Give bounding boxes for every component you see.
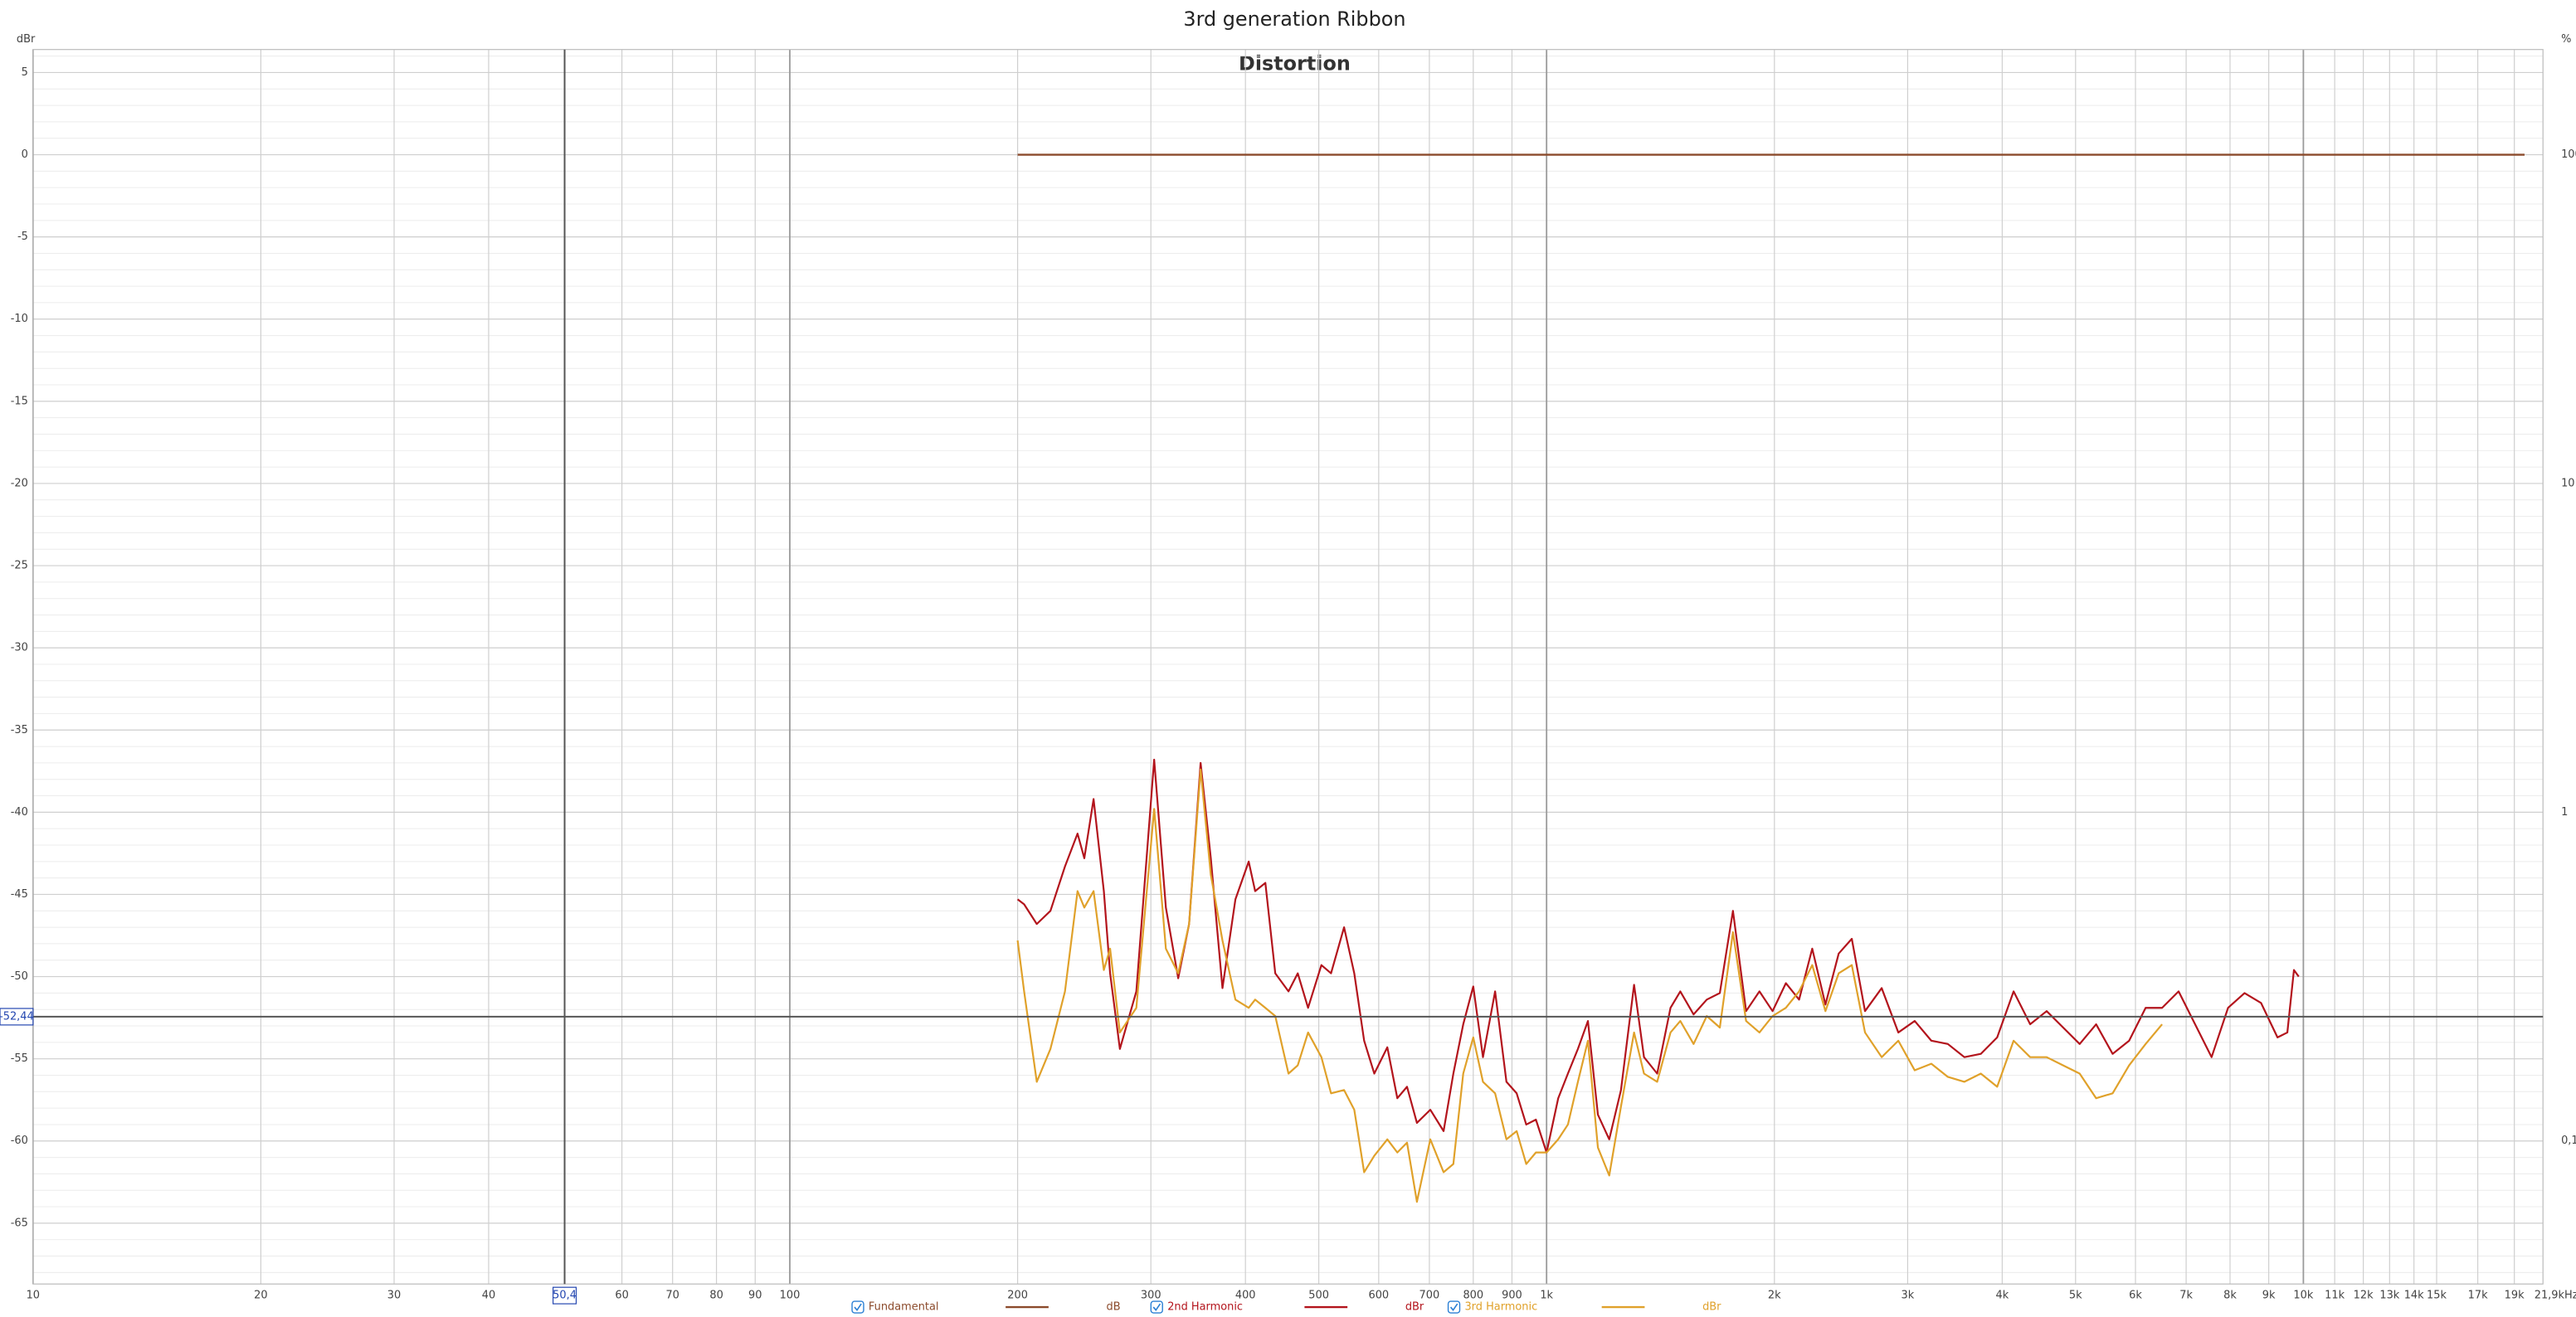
legend-label: 3rd Harmonic: [1464, 1301, 1537, 1314]
legend-check: [1449, 1303, 1458, 1311]
chart-title: 3rd generation Ribbon: [1183, 7, 1405, 31]
y-tick-label: 5: [22, 66, 28, 79]
x-tick-label: 40: [482, 1290, 495, 1302]
y-tick-label: -35: [11, 724, 28, 736]
cursor-label-box: [0, 1008, 34, 1026]
series-line: [1016, 768, 2163, 1203]
x-tick-label: 5k: [2069, 1290, 2082, 1302]
chart-subtitle: Distortion: [1239, 52, 1351, 75]
legend-unit: dBr: [1405, 1301, 1424, 1314]
y2-axis-label: %: [2561, 33, 2571, 46]
cursor-y-label: -52,44: [0, 1010, 34, 1023]
x-tick-label: 300: [1141, 1290, 1161, 1302]
x-tick-label: 700: [1419, 1290, 1440, 1302]
x-tick-label: 70: [665, 1290, 679, 1302]
x-tick-label: 100: [780, 1290, 801, 1302]
y-tick-label: -40: [11, 806, 28, 819]
legend-checkbox[interactable]: [1150, 1300, 1163, 1314]
x-tick-label: 900: [1502, 1290, 1522, 1302]
y-tick-label: -15: [11, 395, 28, 407]
cursor-x-label: 50,4: [553, 1290, 577, 1302]
x-tick-label: 200: [1007, 1290, 1028, 1302]
y-tick-label: 0: [22, 148, 28, 161]
y2-tick-label: 100: [2561, 148, 2576, 161]
x-tick-label: 90: [748, 1290, 762, 1302]
series-group: [1016, 153, 2525, 1203]
legend-unit: dB: [1107, 1301, 1121, 1314]
x-tick-label: 10k: [2293, 1290, 2313, 1302]
x-tick-label: 3k: [1902, 1290, 1915, 1302]
x-tick-label: 800: [1463, 1290, 1483, 1302]
y-tick-label: -60: [11, 1135, 28, 1147]
x-tick-label: 4k: [1996, 1290, 2009, 1302]
x-tick-label: 600: [1368, 1290, 1389, 1302]
legend-label: Fundamental: [869, 1301, 939, 1314]
legend-label: 2nd Harmonic: [1167, 1301, 1243, 1314]
x-tick-label: 12k: [2354, 1290, 2374, 1302]
x-tick-label: 500: [1308, 1290, 1329, 1302]
y-tick-label: -55: [11, 1052, 28, 1065]
x-tick-label: 400: [1235, 1290, 1256, 1302]
x-tick-label: 1k: [1540, 1290, 1553, 1302]
y-tick-label: -50: [11, 970, 28, 983]
legend-unit: dBr: [1702, 1301, 1721, 1314]
y-tick-label: -20: [11, 477, 28, 489]
y-tick-label: -30: [11, 642, 28, 654]
x-tick-label: 30: [387, 1290, 401, 1302]
y-tick-label: -65: [11, 1217, 28, 1229]
cursor-label-box: [553, 1286, 577, 1305]
x-tick-label: 11k: [2325, 1290, 2345, 1302]
y2-tick-label: 1: [2561, 806, 2568, 819]
y-tick-label: -25: [11, 560, 28, 572]
y2-tick-label: 0,1: [2561, 1135, 2576, 1147]
x-tick-label: 20: [254, 1290, 267, 1302]
legend-check: [1152, 1303, 1161, 1311]
x-tick-label: 2k: [1768, 1290, 1781, 1302]
y-tick-label: -45: [11, 888, 28, 901]
x-tick-label: 14k: [2404, 1290, 2424, 1302]
x-tick-label: 80: [709, 1290, 723, 1302]
legend-checkbox[interactable]: [851, 1300, 864, 1314]
x-tick-label: 13k: [2379, 1290, 2399, 1302]
x-tick-label: 9k: [2262, 1290, 2276, 1302]
x-tick-label: 19k: [2505, 1290, 2525, 1302]
x-tick-label: 17k: [2468, 1290, 2488, 1302]
y2-tick-label: 10: [2561, 477, 2574, 489]
x-tick-label: 8k: [2223, 1290, 2237, 1302]
x-tick-label: 6k: [2129, 1290, 2142, 1302]
legend-checkbox[interactable]: [1447, 1300, 1461, 1314]
x-tick-label: 7k: [2179, 1290, 2193, 1302]
plot-frame: [32, 49, 2544, 1285]
legend-check: [854, 1303, 862, 1311]
x-tick-label: 10: [27, 1290, 40, 1302]
y-tick-label: -10: [11, 313, 28, 325]
series-line: [1016, 758, 2300, 1154]
y-tick-label: -5: [17, 231, 28, 243]
x-tick-label: 60: [615, 1290, 628, 1302]
y-axis-label: dBr: [17, 33, 36, 46]
x-tick-label: 21,9kHz: [2535, 1290, 2576, 1302]
x-tick-label: 15k: [2427, 1290, 2447, 1302]
